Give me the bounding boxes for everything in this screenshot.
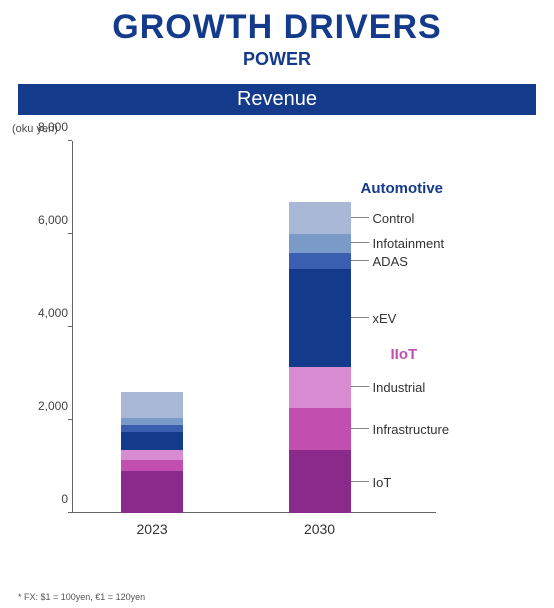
segment-adas	[289, 253, 351, 269]
y-tick-label: 2,000	[30, 399, 68, 413]
segment-infotainment	[121, 418, 183, 425]
segment-industrial	[121, 450, 183, 459]
plot-area: 02,0004,0006,0008,00020232030ControlInfo…	[72, 141, 436, 513]
x-tick-label: 2030	[280, 521, 360, 537]
y-tick-mark	[68, 419, 72, 420]
segment-infotainment	[289, 234, 351, 253]
segment-adas	[121, 425, 183, 432]
segment-iot	[121, 471, 183, 513]
segment-label-infotainment: Infotainment	[373, 236, 445, 251]
segment-label-adas: ADAS	[373, 254, 408, 269]
segment-label-control: Control	[373, 211, 415, 226]
segment-infrastructure	[289, 408, 351, 450]
revenue-banner: Revenue	[18, 84, 536, 115]
page-title: GROWTH DRIVERS	[0, 8, 554, 47]
leader-line	[351, 428, 369, 429]
leader-line	[351, 481, 369, 482]
y-tick-label: 8,000	[30, 120, 68, 134]
y-tick-label: 0	[30, 492, 68, 506]
y-tick-mark	[68, 326, 72, 327]
segment-industrial	[289, 367, 351, 409]
y-tick-label: 6,000	[30, 213, 68, 227]
bar-2023	[121, 392, 183, 513]
group-label-iiot: IIoT	[391, 346, 418, 363]
segment-xev	[121, 432, 183, 451]
y-tick-mark	[68, 233, 72, 234]
leader-line	[351, 242, 369, 243]
page-subtitle: POWER	[0, 49, 554, 70]
segment-label-infrastructure: Infrastructure	[373, 422, 450, 437]
y-tick-label: 4,000	[30, 306, 68, 320]
bar-2030	[289, 202, 351, 514]
group-label-automotive: Automotive	[361, 180, 444, 197]
leader-line	[351, 386, 369, 387]
segment-label-industrial: Industrial	[373, 380, 426, 395]
x-tick-label: 2023	[112, 521, 192, 537]
segment-control	[121, 392, 183, 418]
segment-label-xev: xEV	[373, 311, 397, 326]
segment-infrastructure	[121, 460, 183, 472]
footnote: * FX: $1 = 100yen, €1 = 120yen	[18, 592, 145, 602]
y-axis-line	[72, 141, 73, 513]
segment-control	[289, 202, 351, 235]
leader-line	[351, 260, 369, 261]
y-tick-mark	[68, 512, 72, 513]
leader-line	[351, 317, 369, 318]
leader-line	[351, 217, 369, 218]
segment-xev	[289, 269, 351, 367]
y-tick-mark	[68, 140, 72, 141]
segment-iot	[289, 450, 351, 513]
segment-label-iot: IoT	[373, 475, 392, 490]
chart-container: (oku yen) 02,0004,0006,0008,00020232030C…	[18, 123, 536, 553]
